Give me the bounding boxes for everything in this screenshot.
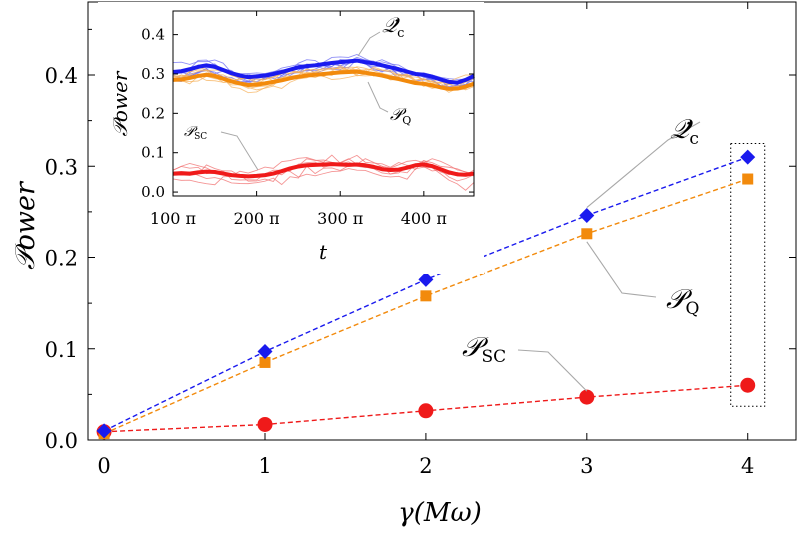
data-point-psc bbox=[257, 416, 273, 432]
inset-y-tick-label: 0.3 bbox=[141, 65, 165, 83]
data-point-qc bbox=[579, 208, 595, 224]
series-label-psc: 𝒫SC bbox=[462, 332, 506, 367]
y-tick-label: 0.3 bbox=[45, 155, 78, 179]
inset-realization-line bbox=[172, 66, 475, 91]
series-label-pq-sub: Q bbox=[685, 299, 699, 319]
annotation-leader bbox=[586, 121, 701, 208]
inset-series-label-pq-sub: Q bbox=[402, 114, 411, 127]
y-tick-label: 0.2 bbox=[45, 247, 78, 271]
inset-plot-frame bbox=[172, 10, 475, 197]
inset-annotation-leader bbox=[357, 31, 381, 57]
series-label-qc-sub: c bbox=[689, 129, 699, 149]
x-tick-label: 4 bbox=[741, 454, 754, 478]
y-tick-label: 0.1 bbox=[45, 338, 78, 362]
data-point-psc bbox=[740, 377, 756, 393]
series-line-1 bbox=[103, 178, 748, 435]
inset-annotation-leader bbox=[220, 131, 259, 171]
inset-realization-line bbox=[172, 166, 475, 191]
series-label-psc-sub: SC bbox=[481, 347, 506, 367]
inset-annotation-leader bbox=[367, 81, 389, 113]
inset-background bbox=[98, 2, 484, 274]
inset-realization-line bbox=[172, 66, 475, 85]
inset-realization-line bbox=[172, 158, 475, 182]
inset-y-tick-label: 0.2 bbox=[141, 104, 165, 122]
data-point-pq bbox=[259, 356, 271, 368]
annotation-leader bbox=[517, 349, 588, 392]
inset-realization-line bbox=[172, 160, 475, 186]
x-tick-label: 0 bbox=[97, 454, 110, 478]
inset-x-axis-label: t bbox=[319, 240, 328, 264]
data-point-pq bbox=[581, 228, 593, 240]
data-point-psc bbox=[579, 389, 595, 405]
inset-y-tick-label: 0.1 bbox=[141, 144, 165, 162]
inset-y-tick-label: 0.4 bbox=[141, 26, 165, 44]
inset-series-label-qc-sub: c bbox=[397, 26, 404, 41]
inset-series-label-qc: 𝒬̇c bbox=[382, 13, 404, 41]
inset-series-line-0 bbox=[172, 58, 475, 85]
data-point-pq bbox=[420, 290, 432, 302]
x-tick-label: 1 bbox=[258, 454, 271, 478]
series-label-qc: 𝒬̇c bbox=[670, 114, 699, 149]
annotation-leader bbox=[586, 241, 657, 298]
inset-y-tick-label: 0.0 bbox=[141, 183, 165, 201]
highlight-box bbox=[730, 142, 766, 407]
x-axis-label: γ(Mω) bbox=[398, 498, 482, 528]
inset-series-line-1 bbox=[172, 69, 475, 91]
inset-series-label-qc-main: 𝒬̇ bbox=[382, 13, 400, 37]
x-tick-label: 3 bbox=[580, 454, 593, 478]
inset-x-tick-label: 300 π bbox=[317, 209, 363, 228]
inset-series-line-2 bbox=[172, 162, 475, 179]
x-tick-label: 2 bbox=[419, 454, 432, 478]
data-point-pq bbox=[742, 173, 754, 185]
series-label-pq: 𝒫Q bbox=[666, 284, 699, 319]
inset-chart: 100 π 200 π 300 π 400 π 0.0 0.1 0.2 0.3 0.4 t 𝒫owe… bbox=[98, 2, 484, 274]
data-point-qc bbox=[96, 423, 112, 439]
inset-series-label-psc-sub: SC bbox=[194, 132, 207, 142]
data-point-psc bbox=[418, 403, 434, 419]
data-point-qc bbox=[257, 343, 273, 359]
y-axis-label: 𝒫ower bbox=[10, 180, 41, 270]
y-tick-label: 0.0 bbox=[45, 429, 78, 453]
inset-x-tick-label: 400 π bbox=[401, 209, 447, 228]
inset-x-tick-label: 100 π bbox=[150, 209, 196, 228]
data-point-qc bbox=[418, 271, 434, 287]
data-point-qc bbox=[740, 149, 756, 165]
inset-y-axis-label: 𝒫ower bbox=[108, 70, 132, 136]
inset-x-tick-label: 200 π bbox=[234, 209, 280, 228]
y-tick-label: 0.4 bbox=[45, 64, 78, 88]
